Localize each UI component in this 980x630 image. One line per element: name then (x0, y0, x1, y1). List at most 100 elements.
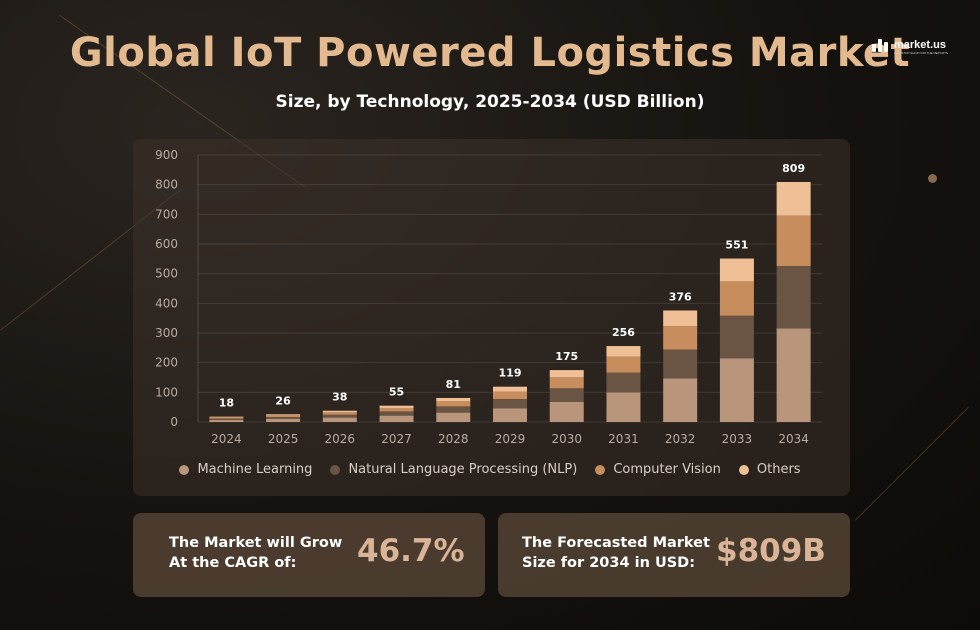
chart-subtitle: Size, by Technology, 2025-2034 (USD Bill… (275, 92, 705, 112)
legend-swatch (179, 464, 190, 475)
legend-label: Others (756, 462, 801, 477)
y-tick-label: 0 (170, 415, 178, 429)
bar-total-label: 175 (555, 350, 578, 363)
bar-segment (549, 388, 584, 402)
y-tick-label: 800 (155, 178, 178, 192)
forecast-value: $809B (716, 533, 826, 569)
bar-segment (549, 370, 584, 378)
bar-segment (776, 266, 811, 329)
bar-total-label: 256 (612, 326, 635, 339)
bar-segment (493, 391, 527, 400)
bar-segment (606, 392, 641, 422)
bar-segment (606, 372, 641, 393)
bar-segment (436, 412, 471, 422)
bar-segment (209, 419, 244, 422)
legend-swatch (595, 464, 606, 475)
x-tick-label: 2032 (665, 432, 696, 446)
bar-segment (436, 401, 471, 407)
logo-text: market.us (894, 39, 946, 51)
y-tick-label: 600 (155, 237, 178, 251)
bar-total-label: 18 (219, 397, 234, 410)
bar-segment (549, 401, 584, 422)
x-tick-label: 2025 (268, 432, 299, 446)
bar-total-label: 376 (669, 290, 692, 303)
bar-segment (209, 418, 244, 420)
y-tick-label: 100 (155, 385, 178, 399)
bar-segment (719, 315, 754, 359)
bar-segment (379, 411, 414, 416)
legend-item-machine-learning: Machine Learning (179, 462, 312, 477)
cagr-label-line2: At the CAGR of: (169, 555, 297, 571)
bar-segment (719, 358, 754, 422)
bar-segment (436, 406, 471, 413)
legend-label: Machine Learning (197, 462, 313, 477)
x-tick-label: 2027 (381, 432, 412, 446)
bar-segment (266, 419, 301, 422)
legend-item-nlp: Natural Language Processing (NLP) (330, 462, 577, 477)
forecast-label-line1: The Forecasted Market (522, 535, 710, 551)
x-tick-label: 2030 (551, 432, 582, 446)
legend-item-computer-vision: Computer Vision (595, 462, 721, 477)
bar-segment (379, 407, 414, 412)
x-tick-label: 2029 (495, 432, 526, 446)
bar-segment (209, 417, 244, 419)
brand-logo[interactable]: market.us (872, 38, 946, 52)
bar-segment (663, 378, 698, 422)
bar-segment (322, 417, 357, 422)
y-tick-label: 500 (155, 267, 178, 281)
y-tick-label: 300 (155, 326, 178, 340)
bar-segment (663, 326, 698, 350)
y-tick-label: 200 (155, 356, 178, 370)
bar-total-label: 26 (275, 394, 291, 407)
bar-segment (776, 215, 811, 267)
bar-segment (663, 310, 698, 327)
legend-item-others: Others (738, 462, 801, 477)
bar-segment (379, 415, 414, 422)
cagr-card: The Market will Grow At the CAGR of: 46.… (133, 513, 485, 597)
forecast-label-line2: Size for 2034 in USD: (522, 555, 696, 571)
bar-segment (322, 412, 357, 415)
x-tick-label: 2034 (778, 432, 809, 446)
bar-segment (606, 356, 641, 373)
forecast-label: The Forecasted Market Size for 2034 in U… (522, 533, 710, 573)
x-tick-label: 2028 (438, 432, 469, 446)
bar-segment (719, 281, 754, 316)
cagr-value: 46.7% (357, 533, 465, 569)
legend-label: Natural Language Processing (NLP) (348, 462, 578, 477)
bar-segment (266, 414, 301, 416)
x-tick-label: 2024 (211, 432, 242, 446)
bar-segment (322, 410, 357, 413)
bar-segment (493, 386, 527, 392)
bar-segment (719, 258, 754, 282)
decorative-dot (928, 174, 937, 183)
bar-total-label: 38 (332, 391, 347, 404)
bar-total-label: 55 (389, 386, 404, 399)
bar-segment (266, 415, 301, 417)
bar-segment (379, 405, 414, 408)
bar-segment (436, 397, 471, 402)
forecast-card: The Forecasted Market Size for 2034 in U… (498, 513, 850, 597)
y-tick-label: 900 (155, 148, 178, 162)
bar-segment (493, 408, 527, 422)
cagr-label-line1: The Market will Grow (169, 535, 343, 551)
logo-icon (872, 38, 890, 52)
bar-segment (663, 349, 698, 379)
chart-legend: Machine Learning Natural Language Proces… (0, 462, 980, 477)
bar-segment (776, 328, 811, 422)
y-tick-label: 400 (155, 296, 178, 310)
legend-swatch (330, 464, 341, 475)
bar-segment (776, 181, 811, 216)
bar-segment (493, 399, 527, 409)
bar-segment (606, 346, 641, 357)
cagr-label: The Market will Grow At the CAGR of: (169, 533, 342, 573)
chart-title: Global IoT Powered Logistics Market (69, 30, 911, 76)
bar-total-label: 119 (499, 367, 522, 380)
x-tick-label: 2026 (325, 432, 356, 446)
x-tick-label: 2031 (608, 432, 639, 446)
x-tick-label: 2033 (722, 432, 753, 446)
y-tick-label: 700 (155, 207, 178, 221)
bar-segment (266, 416, 301, 420)
bar-total-label: 809 (782, 162, 805, 175)
bar-segment (209, 416, 244, 418)
logo-tagline: ONE STOP SHOP FOR THE REPORTS (894, 51, 948, 55)
